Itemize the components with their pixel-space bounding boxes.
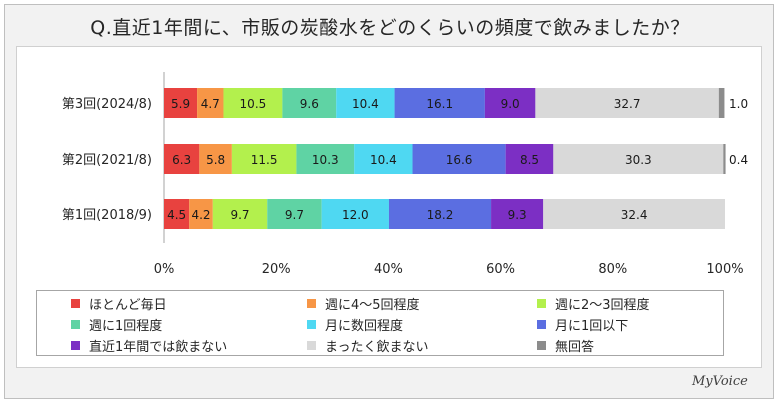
- data-label: 5.9: [171, 97, 190, 111]
- data-label: 32.7: [614, 97, 641, 111]
- legend-swatch: [71, 319, 80, 329]
- legend-label: 週に1回程度: [89, 318, 163, 334]
- legend-swatch: [71, 340, 80, 350]
- legend-swatch: [71, 298, 80, 308]
- data-label: 32.4: [621, 208, 648, 222]
- data-label: 9.6: [300, 97, 319, 111]
- legend-item: ほとんど毎日: [71, 293, 167, 313]
- legend-label: 無回答: [555, 339, 595, 355]
- bar-segment: [394, 88, 485, 118]
- data-label: 9.7: [230, 208, 249, 222]
- legend-item: まったく飲まない: [307, 335, 428, 355]
- legend-item: 直近1年間では飲まない: [71, 335, 227, 355]
- bar-segment: [321, 199, 389, 229]
- x-tick-label: 60%: [486, 262, 515, 277]
- data-label: 16.6: [446, 153, 473, 167]
- myvoice-logo: MyVoice: [692, 374, 748, 389]
- bar-segment: [267, 199, 322, 229]
- legend: ほとんど毎日 週に4～5回程度 週に2～3回程度週に1回程度 月に数回程度 月に1回以下…: [36, 290, 724, 356]
- data-label: 9.0: [501, 97, 520, 111]
- data-label: 4.2: [191, 208, 210, 222]
- bar-segment: [336, 88, 395, 118]
- bar-segment: [164, 199, 190, 229]
- category-label: 第3回(2024/8): [62, 97, 152, 112]
- x-tick-label: 0%: [154, 262, 175, 277]
- legend-item: 月に数回程度: [307, 314, 403, 334]
- legend-label: ほとんど毎日: [89, 297, 167, 313]
- data-label: 18.2: [427, 208, 454, 222]
- bar-segment: [197, 88, 224, 118]
- bar-segment: [484, 88, 536, 118]
- legend-item: 週に4～5回程度: [307, 293, 420, 313]
- bar-segment: [505, 144, 554, 174]
- data-label: 10.4: [352, 97, 379, 111]
- legend-item: 無回答: [537, 335, 594, 355]
- category-label: 第1回(2018/9): [62, 208, 152, 223]
- legend-item: 週に2～3回程度: [537, 293, 650, 313]
- legend-swatch: [307, 340, 316, 350]
- bar-segment: [164, 88, 198, 118]
- legend-label: 週に2～3回程度: [555, 297, 650, 313]
- legend-label: まったく飲まない: [325, 339, 429, 355]
- data-label: 9.7: [285, 208, 304, 222]
- legend-swatch: [537, 298, 546, 308]
- bar-segment: [412, 144, 506, 174]
- data-label: 10.4: [370, 153, 397, 167]
- legend-label: 週に4～5回程度: [325, 297, 420, 313]
- category-label: 第2回(2021/8): [62, 153, 152, 168]
- bar-segment: [553, 144, 724, 174]
- legend-swatch: [537, 319, 546, 329]
- legend-label: 月に数回程度: [325, 318, 404, 334]
- data-label: 0.4: [729, 153, 748, 167]
- x-tick-label: 80%: [598, 262, 627, 277]
- bar-segment: [535, 88, 719, 118]
- legend-swatch: [307, 298, 316, 308]
- legend-item: 月に1回以下: [537, 314, 628, 334]
- bar-segment: [354, 144, 413, 174]
- legend-label: 直近1年間では飲まない: [89, 339, 228, 355]
- data-label: 4.7: [201, 97, 220, 111]
- legend-swatch: [537, 340, 546, 350]
- data-label: 10.3: [312, 153, 339, 167]
- x-tick-label: 40%: [374, 262, 403, 277]
- data-label: 16.1: [426, 97, 453, 111]
- x-tick-label: 20%: [262, 262, 291, 277]
- bar-segment: [388, 199, 492, 229]
- bar-segment: [231, 144, 297, 174]
- legend-swatch: [307, 319, 316, 329]
- bar-segment: [199, 144, 232, 174]
- bar-segment: [491, 199, 544, 229]
- data-label: 4.5: [167, 208, 186, 222]
- bar-segment: [543, 199, 725, 229]
- legend-label: 月に1回以下: [555, 318, 629, 334]
- data-label: 30.3: [625, 153, 652, 167]
- bar-segment: [723, 144, 726, 174]
- bar-segment: [212, 199, 268, 229]
- data-label: 8.5: [520, 153, 539, 167]
- bar-segment: [718, 88, 725, 118]
- bar-segment: [164, 144, 200, 174]
- data-label: 6.3: [172, 153, 191, 167]
- data-label: 9.3: [508, 208, 527, 222]
- data-label: 5.8: [206, 153, 225, 167]
- bar-segment: [282, 88, 337, 118]
- data-label: 12.0: [342, 208, 369, 222]
- data-label: 1.0: [729, 97, 748, 111]
- bar-segment: [223, 88, 283, 118]
- bar-segment: [296, 144, 355, 174]
- data-label: 10.5: [240, 97, 267, 111]
- data-label: 11.5: [251, 153, 278, 167]
- bar-segment: [189, 199, 213, 229]
- chart-title: Q.直近1年間に、市販の炭酸水をどのくらいの頻度で飲みましたか？: [90, 16, 690, 39]
- legend-item: 週に1回程度: [71, 314, 162, 334]
- x-tick-label: 100%: [706, 262, 743, 277]
